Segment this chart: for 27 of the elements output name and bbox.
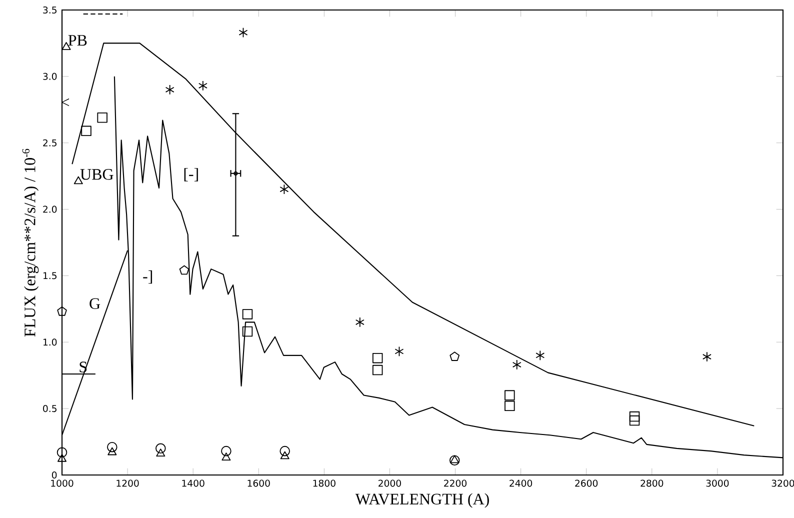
- y-tick-label: 2.0: [43, 206, 57, 213]
- y-tick-label: 1.0: [43, 338, 57, 346]
- y-axis-title: FLUX (erg/cm**2/s/A) / 10$^{-6}$: [22, 148, 39, 337]
- x-tick-label: 2200: [444, 480, 467, 487]
- x-tick-label: 2400: [510, 480, 532, 487]
- y-tick-label: 0: [52, 471, 57, 479]
- x-tick-label: 1000: [51, 480, 74, 487]
- x-tick-label: 1200: [116, 480, 139, 487]
- y-tick-label: 2.5: [43, 139, 56, 146]
- x-tick-label: 1400: [182, 480, 204, 487]
- x-axis-title: WAVELENGTH (A): [355, 493, 489, 508]
- x-tick-label: 3200: [772, 480, 794, 487]
- y-tick-label: 3.5: [43, 6, 56, 14]
- x-tick-label: 2000: [378, 480, 401, 487]
- x-tick-label: 1600: [248, 480, 270, 487]
- annotation: PB: [68, 35, 87, 46]
- y-tick-label: 0.5: [43, 405, 56, 412]
- x-tick-label: 2800: [640, 480, 664, 487]
- annotation: -]: [143, 270, 152, 284]
- x-tick-label: 2600: [575, 480, 598, 487]
- y-tick-label: 3.0: [43, 72, 57, 80]
- annotation: [-]: [184, 168, 198, 182]
- y-tick-label: 1.5: [43, 272, 56, 280]
- x-tick-label: 3000: [706, 480, 729, 487]
- x-tick-label: 1800: [313, 480, 336, 487]
- annotation: G: [90, 298, 100, 309]
- annotation: UBG: [80, 169, 114, 180]
